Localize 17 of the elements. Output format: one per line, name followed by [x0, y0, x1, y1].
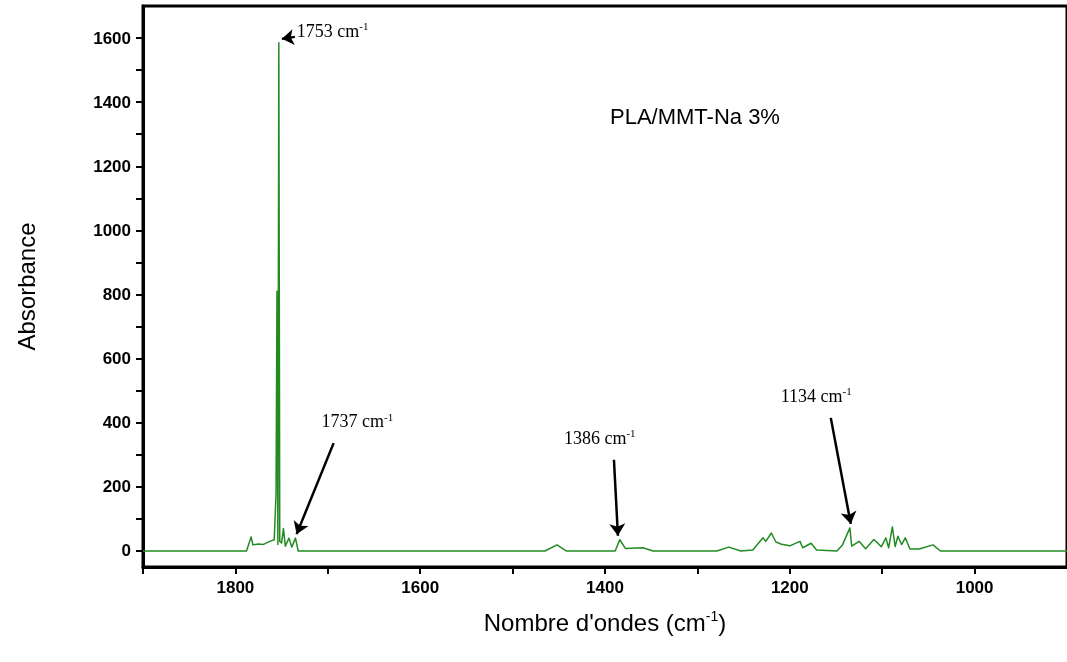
annotation: PLA/MMT-Na 3%	[610, 103, 780, 129]
y-tick-label: 0	[121, 541, 131, 561]
x-tick-label: 1000	[955, 578, 994, 597]
x-tick-label: 1200	[770, 578, 809, 597]
y-tick-label: 200	[102, 477, 131, 497]
y-tick-label: 1000	[93, 220, 131, 240]
y-axis-title: Absorbance	[12, 222, 40, 351]
y-tick-label: 1400	[93, 92, 131, 112]
x-tick-label: 1400	[586, 578, 624, 597]
x-tick-label: 1600	[401, 578, 440, 597]
y-tick-label: 800	[102, 285, 131, 305]
line-series	[142, 42, 1067, 552]
y-tick-label: 400	[102, 413, 131, 433]
x-tick-label: 1800	[216, 578, 255, 597]
y-tick-label: 1600	[93, 28, 131, 48]
y-tick-label: 600	[102, 349, 131, 369]
y-tick-label: 1200	[93, 156, 131, 176]
